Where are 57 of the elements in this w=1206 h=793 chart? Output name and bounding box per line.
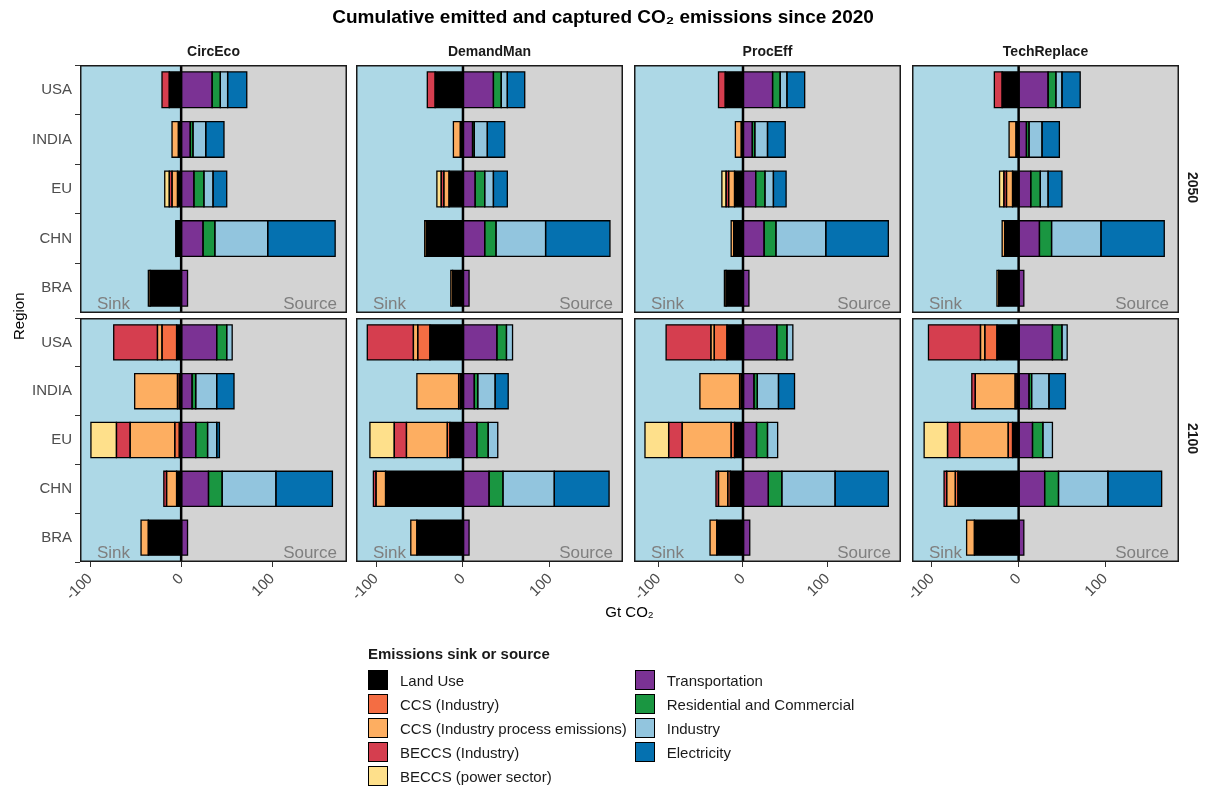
x-tick-label: 0 bbox=[168, 569, 187, 588]
y-tick-label: INDIA bbox=[31, 129, 72, 147]
band-label: Sink bbox=[929, 543, 963, 563]
legend-label: Industry bbox=[666, 719, 721, 737]
chart-title: TechReplace bbox=[1001, 43, 1090, 59]
x-tick-label: 100 bbox=[802, 569, 833, 600]
x-tick-label: -100 bbox=[61, 569, 96, 603]
band-label: Sink bbox=[97, 543, 131, 563]
y-tick-label: EU bbox=[51, 430, 72, 448]
y-tick-label: CHN bbox=[39, 478, 72, 496]
legend-label: Transportation bbox=[666, 671, 763, 689]
legend-label: BECCS (Industry) bbox=[400, 743, 520, 761]
x-tick-label: -100 bbox=[630, 569, 664, 603]
y-tick-label: INDIA bbox=[31, 381, 72, 399]
text: 2050 bbox=[1185, 172, 1201, 204]
band-label: Source bbox=[283, 543, 337, 563]
text: Cumulative emitted and captured CO₂ emissions since 2020 bbox=[331, 6, 875, 28]
band-label: Source bbox=[837, 294, 891, 314]
y-axis-title: Region bbox=[10, 292, 27, 340]
y-tick-label: BRA bbox=[41, 527, 72, 545]
chart-title: ProcEff bbox=[741, 43, 794, 59]
legend-label: Electricity bbox=[666, 743, 731, 761]
legend-label: Land Use bbox=[400, 671, 465, 689]
text: 2100 bbox=[1185, 423, 1201, 455]
x-tick-label: -100 bbox=[903, 569, 937, 603]
band-label: Source bbox=[837, 543, 891, 563]
band-label: Sink bbox=[97, 294, 131, 314]
y-tick-label: EU bbox=[51, 179, 72, 197]
legend-label: CCS (Industry process emissions) bbox=[400, 719, 627, 737]
x-axis-title: Gt CO₂ bbox=[604, 603, 655, 620]
x-tick-label: -100 bbox=[347, 569, 382, 603]
legend-label: BECCS (power sector) bbox=[400, 767, 552, 785]
legend-label: CCS (Industry) bbox=[400, 695, 500, 713]
x-tick-label: 0 bbox=[450, 569, 469, 588]
legend-title: Emissions sink or source bbox=[368, 645, 551, 662]
band-label: Sink bbox=[651, 294, 685, 314]
band-label: Source bbox=[1115, 543, 1169, 563]
x-tick-label: 0 bbox=[1005, 569, 1024, 588]
band-label: Sink bbox=[651, 543, 685, 563]
band-label: Source bbox=[559, 543, 613, 563]
y-tick-label: CHN bbox=[39, 228, 72, 246]
x-tick-label: 0 bbox=[730, 569, 749, 588]
band-label: Sink bbox=[373, 543, 407, 563]
x-tick-label: 100 bbox=[1080, 569, 1111, 600]
x-tick-label: 100 bbox=[525, 569, 555, 600]
legend-label: Residential and Commercial bbox=[666, 695, 855, 713]
band-label: Source bbox=[283, 294, 337, 314]
band-label: Source bbox=[559, 294, 613, 314]
y-tick-label: USA bbox=[41, 79, 72, 97]
chart-title: DemandMan bbox=[446, 43, 533, 59]
band-label: Sink bbox=[373, 294, 407, 314]
x-tick-label: 100 bbox=[247, 569, 278, 600]
y-tick-label: USA bbox=[41, 332, 72, 350]
band-label: Sink bbox=[929, 294, 963, 314]
band-label: Source bbox=[1115, 294, 1169, 314]
chart-title: CircEco bbox=[186, 43, 241, 59]
y-tick-label: BRA bbox=[41, 278, 72, 296]
